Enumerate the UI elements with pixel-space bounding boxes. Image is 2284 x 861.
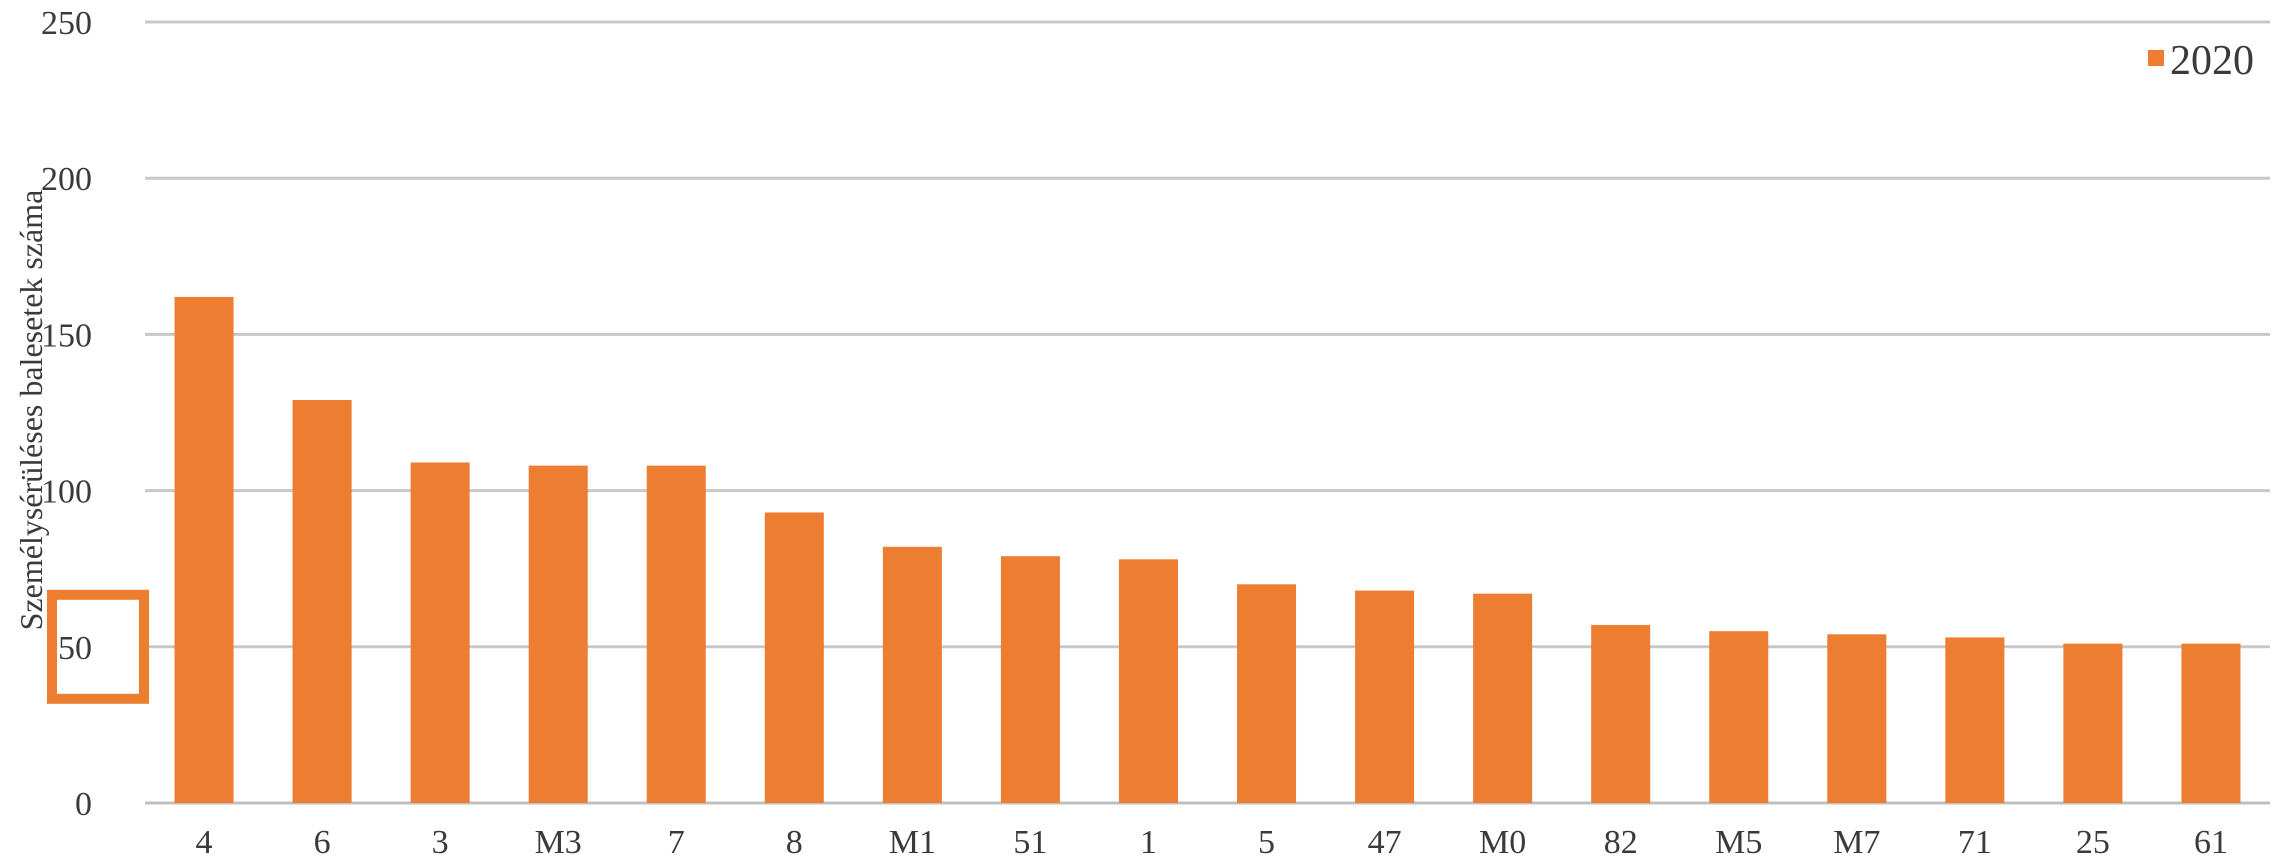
x-tick-label-M7: M7 <box>1833 824 1880 861</box>
x-tick-label-51: 51 <box>1013 824 1047 861</box>
bar-M5 <box>1709 631 1769 803</box>
y-tick-label-50: 50 <box>58 630 92 667</box>
x-tick-label-3: 3 <box>432 824 449 861</box>
bar-4 <box>174 296 234 803</box>
x-tick-label-61: 61 <box>2194 824 2228 861</box>
x-tick-label-47: 47 <box>1368 824 1402 861</box>
x-tick-label-M0: M0 <box>1479 824 1526 861</box>
bar-51 <box>1000 556 1060 803</box>
y-axis-title: Személysérüléses balesetek száma <box>13 190 49 631</box>
x-tick-label-6: 6 <box>314 824 331 861</box>
bar-82 <box>1591 624 1651 803</box>
x-tick-label-1: 1 <box>1140 824 1157 861</box>
bar-M1 <box>882 546 942 803</box>
bar-3 <box>410 462 470 803</box>
bar-61 <box>2181 643 2241 803</box>
bar-M3 <box>528 465 588 803</box>
x-tick-label-71: 71 <box>1958 824 1992 861</box>
y-tick-labels: 0 50 100 150 200 250 <box>41 5 92 823</box>
bar-47 <box>1355 590 1415 803</box>
y-tick-label-250: 250 <box>41 5 92 42</box>
y-tick-label-200: 200 <box>41 161 92 198</box>
x-tick-label-4: 4 <box>196 824 213 861</box>
x-tick-label-25: 25 <box>2076 824 2110 861</box>
legend: 2020 <box>2148 38 2254 84</box>
bar-M0 <box>1473 593 1533 803</box>
x-tick-label-8: 8 <box>786 824 803 861</box>
y-tick-label-150: 150 <box>41 317 92 354</box>
bar-M7 <box>1827 634 1887 803</box>
highlight-box <box>47 589 149 704</box>
bar-25 <box>2063 643 2123 803</box>
bars <box>174 296 2241 803</box>
gridlines <box>145 20 2270 805</box>
bar-8 <box>764 512 824 803</box>
bar-1 <box>1118 559 1178 803</box>
x-tick-label-M5: M5 <box>1715 824 1762 861</box>
x-tick-label-M3: M3 <box>535 824 582 861</box>
x-tick-label-7: 7 <box>668 824 685 861</box>
y-tick-label-0: 0 <box>75 786 92 823</box>
legend-swatch <box>2148 50 2164 66</box>
bar-5 <box>1237 584 1297 803</box>
x-tick-label-5: 5 <box>1258 824 1275 861</box>
y-tick-label-100: 100 <box>41 474 92 511</box>
x-tick-label-M1: M1 <box>889 824 936 861</box>
bar-7 <box>646 465 706 803</box>
legend-label: 2020 <box>2170 38 2254 84</box>
bar-71 <box>1945 637 2005 803</box>
x-tick-label-82: 82 <box>1604 824 1638 861</box>
bar-6 <box>292 400 352 803</box>
x-tick-labels: 4 6 3 M3 7 8 M1 51 1 5 47 M0 82 M5 M7 71 25 61 <box>196 824 2228 861</box>
